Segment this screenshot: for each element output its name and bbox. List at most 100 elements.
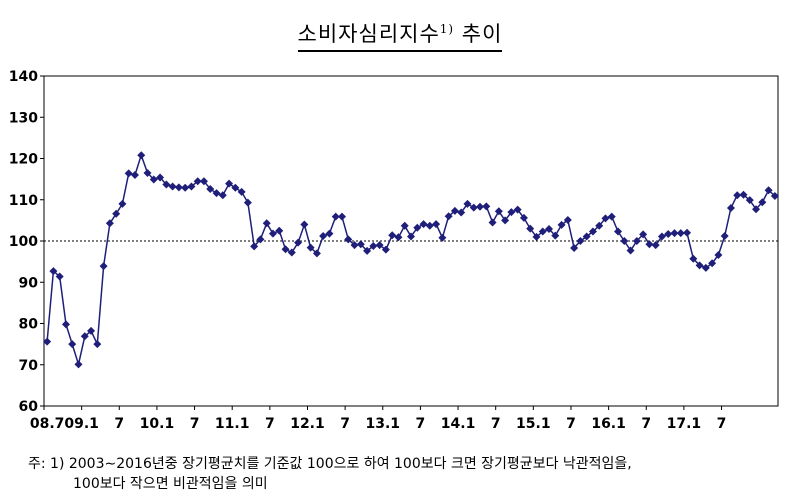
y-tick-label: 140 bbox=[9, 69, 38, 85]
data-point-marker bbox=[105, 219, 114, 228]
data-point-marker bbox=[363, 246, 372, 255]
data-point-marker bbox=[425, 221, 434, 230]
y-tick-label: 130 bbox=[9, 110, 38, 126]
data-point-marker bbox=[739, 190, 748, 199]
data-point-marker bbox=[87, 326, 96, 335]
data-point-marker bbox=[149, 175, 158, 184]
line-chart: 60 70 80 90 100 110 120 130 140 08.7 09.1 7 10.1 7 11… bbox=[9, 69, 779, 432]
data-point-marker bbox=[400, 221, 409, 230]
data-point-marker bbox=[174, 183, 183, 192]
data-point-marker bbox=[764, 186, 773, 195]
data-point-marker bbox=[80, 332, 89, 341]
data-point-marker bbox=[112, 209, 121, 218]
data-point-marker bbox=[137, 151, 146, 160]
title-suffix: 추이 bbox=[454, 22, 503, 46]
y-axis-tick-labels: 60 70 80 90 100 110 120 130 140 bbox=[9, 69, 38, 415]
data-point-marker bbox=[714, 251, 723, 260]
title-superscript: 1) bbox=[439, 22, 455, 36]
data-point-marker bbox=[337, 212, 346, 221]
data-point-marker bbox=[55, 272, 64, 281]
data-point-marker bbox=[237, 187, 246, 196]
y-tick-label: 70 bbox=[19, 358, 39, 374]
data-point-marker bbox=[300, 220, 309, 229]
series-line bbox=[46, 152, 776, 368]
x-tick-label: 16.1 bbox=[591, 416, 626, 432]
data-point-marker bbox=[745, 196, 754, 205]
y-axis-ticks bbox=[40, 75, 44, 407]
data-point-marker bbox=[494, 207, 503, 216]
data-point-marker bbox=[507, 208, 516, 217]
data-point-marker bbox=[501, 216, 510, 225]
data-point-marker bbox=[563, 215, 572, 224]
x-tick-label: 7 bbox=[717, 416, 727, 432]
data-point-marker bbox=[538, 227, 547, 236]
data-point-marker bbox=[651, 241, 660, 250]
data-point-marker bbox=[407, 232, 415, 241]
data-point-marker bbox=[413, 223, 422, 232]
data-point-marker bbox=[99, 262, 108, 271]
data-point-marker bbox=[231, 183, 240, 192]
data-point-marker bbox=[325, 229, 334, 238]
data-point-marker bbox=[118, 199, 127, 208]
x-tick-label: 09.1 bbox=[64, 416, 99, 432]
x-tick-label: 15.1 bbox=[516, 416, 551, 432]
data-point-marker bbox=[124, 169, 133, 178]
data-point-marker bbox=[551, 231, 560, 240]
x-tick-label: 7 bbox=[114, 416, 124, 432]
data-point-marker bbox=[268, 229, 277, 238]
data-point-marker bbox=[275, 226, 284, 235]
data-point-marker bbox=[331, 212, 340, 221]
data-point-marker bbox=[582, 232, 591, 241]
data-point-marker bbox=[726, 204, 735, 212]
y-tick-label: 110 bbox=[9, 193, 38, 209]
y-tick-label: 120 bbox=[9, 152, 38, 168]
data-point-marker bbox=[93, 340, 102, 349]
x-tick-label: 7 bbox=[641, 416, 651, 432]
y-tick-label: 90 bbox=[19, 275, 39, 291]
data-point-marker bbox=[68, 340, 77, 349]
data-point-marker bbox=[545, 225, 554, 234]
y-tick-label: 60 bbox=[19, 399, 39, 415]
data-point-marker bbox=[639, 230, 648, 239]
data-point-marker bbox=[657, 232, 666, 241]
data-point-marker bbox=[168, 182, 177, 191]
data-point-marker bbox=[74, 360, 83, 369]
data-point-marker bbox=[130, 171, 139, 179]
data-point-marker bbox=[476, 202, 485, 211]
data-point-marker bbox=[752, 205, 761, 214]
data-point-marker bbox=[218, 191, 227, 200]
data-point-marker bbox=[526, 224, 535, 233]
x-tick-label: 08.7 bbox=[30, 416, 65, 432]
y-tick-label: 80 bbox=[19, 317, 39, 333]
series-markers bbox=[43, 151, 779, 369]
data-point-marker bbox=[683, 228, 692, 237]
x-axis-tick-labels: 08.7 09.1 7 10.1 7 11.1 7 12.1 7 13.1 7 14.1 7 15.1 7 1… bbox=[30, 416, 727, 432]
data-point-marker bbox=[256, 235, 265, 244]
data-point-marker bbox=[356, 240, 365, 249]
data-point-marker bbox=[670, 229, 679, 238]
data-point-marker bbox=[61, 320, 70, 329]
data-point-marker bbox=[513, 205, 522, 214]
data-point-marker bbox=[488, 218, 497, 227]
x-tick-label: 7 bbox=[340, 416, 350, 432]
footnote: 주: 1) 2003∼2016년중 장기평균치를 기준값 100으로 하여 10… bbox=[28, 454, 632, 494]
data-point-marker bbox=[225, 179, 234, 188]
footnote-line-1: 주: 1) 2003∼2016년중 장기평균치를 기준값 100으로 하여 10… bbox=[28, 456, 632, 472]
data-point-marker bbox=[444, 212, 453, 221]
data-point-marker bbox=[319, 232, 328, 241]
data-point-marker bbox=[570, 244, 579, 253]
x-tick-label: 12.1 bbox=[290, 416, 325, 432]
x-tick-label: 17.1 bbox=[667, 416, 702, 432]
x-tick-label: 11.1 bbox=[215, 416, 250, 432]
data-point-marker bbox=[689, 254, 698, 263]
data-point-marker bbox=[212, 189, 221, 198]
data-point-marker bbox=[664, 229, 673, 238]
data-point-marker bbox=[243, 198, 252, 207]
data-point-marker bbox=[676, 229, 685, 238]
data-point-marker bbox=[607, 212, 616, 221]
data-point-marker bbox=[49, 267, 58, 276]
data-point-marker bbox=[438, 233, 447, 242]
data-point-marker bbox=[287, 248, 296, 257]
data-point-marker bbox=[344, 235, 353, 244]
y-tick-label: 100 bbox=[9, 234, 38, 250]
